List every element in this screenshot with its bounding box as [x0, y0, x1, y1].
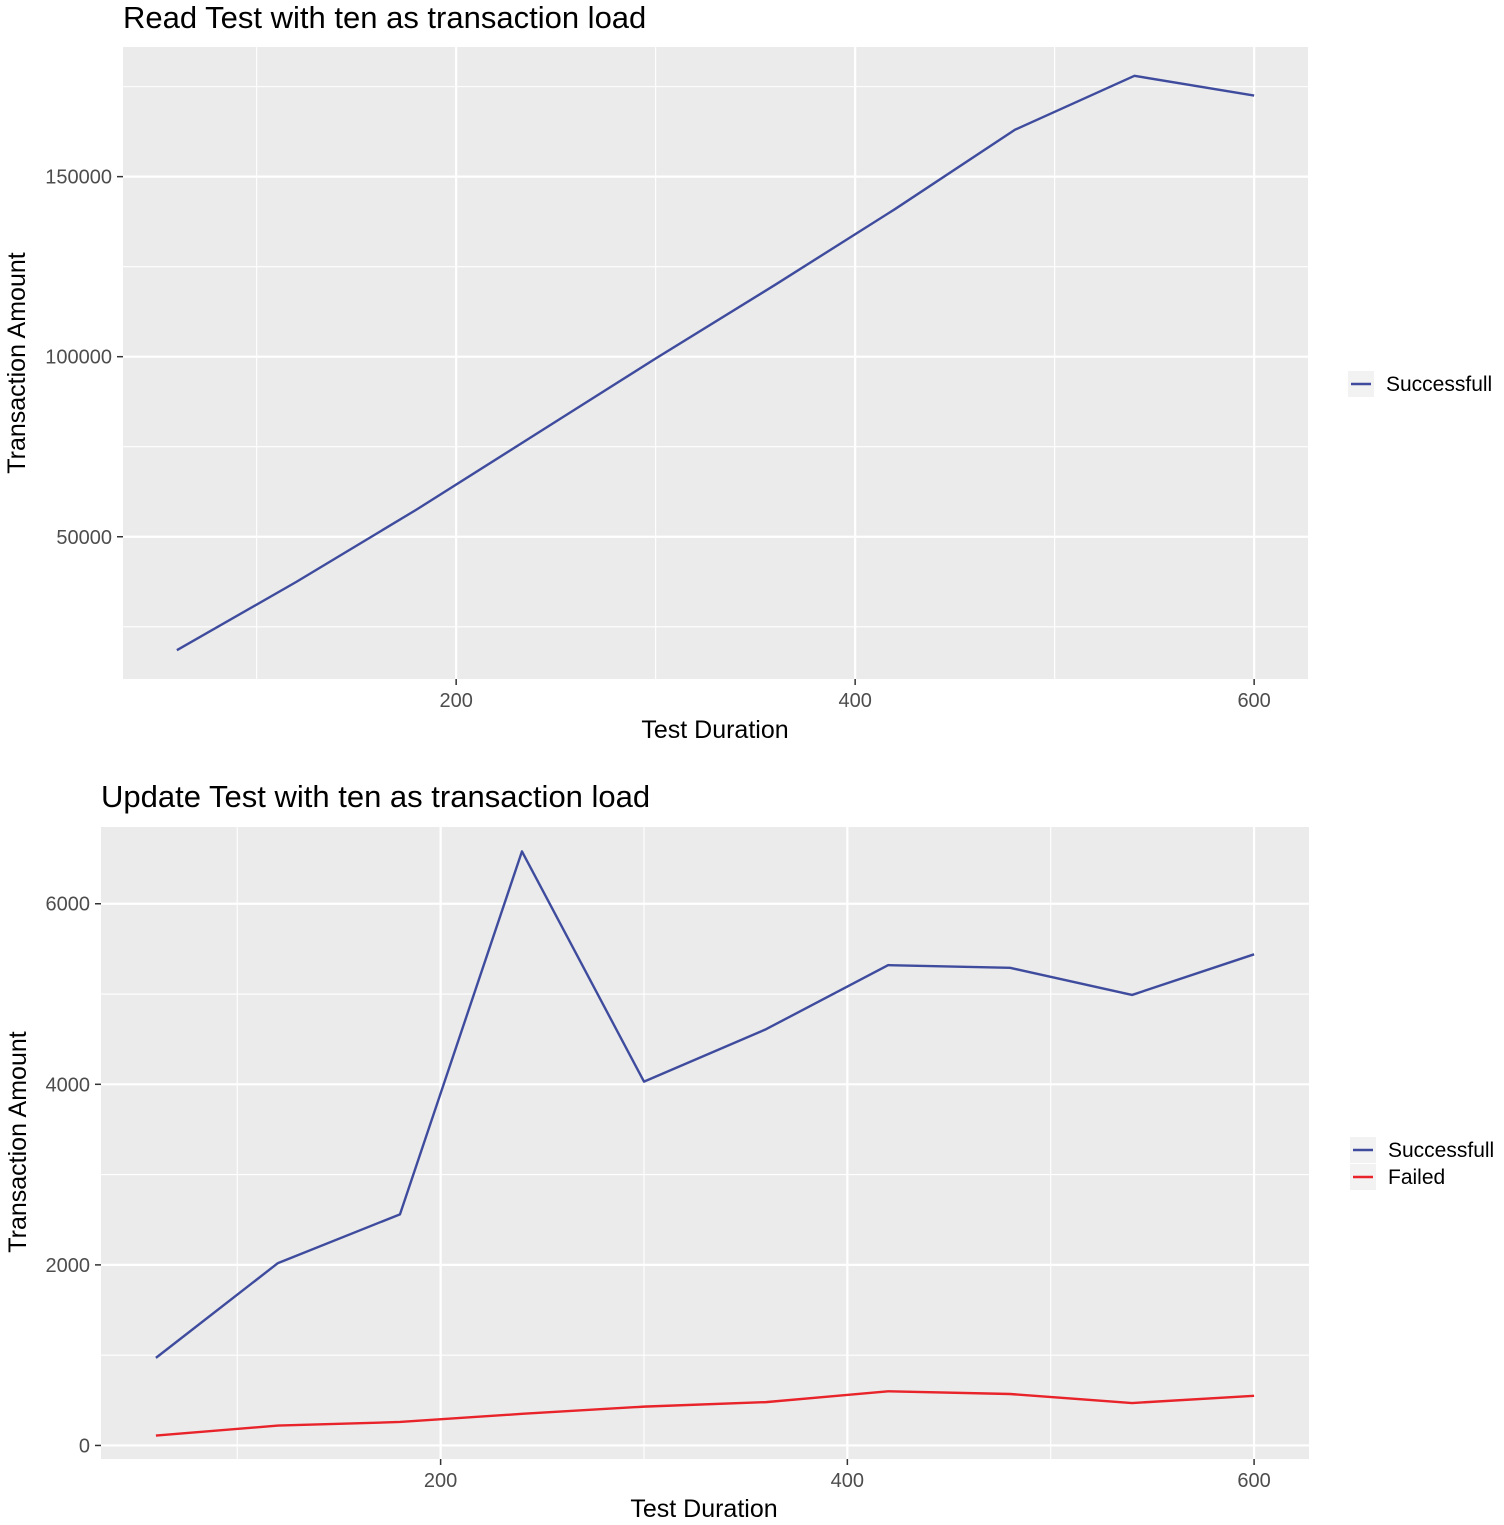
update-test-x-axis-title: Test Duration — [630, 1495, 777, 1523]
update-test-y-axis: 0 2000 4000 6000 — [46, 894, 101, 1457]
y-tick-label: 2000 — [46, 1255, 91, 1277]
y-tick-label: 100000 — [45, 347, 112, 369]
x-tick-label: 200 — [424, 1470, 457, 1492]
y-tick-label: 50000 — [56, 527, 112, 549]
update-test-plot-panel — [101, 827, 1309, 1459]
update-test-y-axis-title: Transaction Amount — [4, 1031, 32, 1252]
read-test-gridlines — [123, 47, 1308, 679]
y-tick-label: 4000 — [46, 1074, 91, 1096]
read-test-plot-panel — [123, 47, 1308, 679]
read-test-chart: Read Test with ten as transaction load 2… — [3, 0, 1492, 744]
x-tick-label: 400 — [838, 690, 871, 712]
series-line-successfull — [176, 74, 1255, 652]
y-tick-label: 0 — [79, 1435, 90, 1457]
read-test-chart-title: Read Test with ten as transaction load — [123, 0, 646, 35]
x-tick-label: 200 — [439, 690, 472, 712]
legend-label-failed: Failed — [1388, 1166, 1445, 1189]
series-line-successfull — [155, 850, 1255, 1359]
read-test-series — [176, 74, 1255, 652]
update-test-legend: Successfull Failed — [1350, 1137, 1494, 1190]
legend-label-successfull: Successfull — [1386, 373, 1492, 396]
x-tick-label: 600 — [1237, 690, 1270, 712]
legend-label-successfull: Successfull — [1388, 1139, 1494, 1162]
x-tick-label: 600 — [1237, 1470, 1270, 1492]
x-tick-label: 400 — [831, 1470, 864, 1492]
read-test-legend: Successfull — [1348, 371, 1492, 397]
update-test-gridlines — [101, 827, 1309, 1459]
read-test-y-axis: 50000 100000 150000 — [45, 167, 123, 549]
y-tick-label: 6000 — [46, 894, 91, 916]
read-test-y-axis-title: Transaction Amount — [3, 252, 31, 473]
update-test-x-axis: 200 400 600 — [424, 1459, 1271, 1492]
read-test-x-axis-title: Test Duration — [641, 716, 788, 744]
read-test-x-axis: 200 400 600 — [439, 679, 1271, 712]
y-tick-label: 150000 — [45, 167, 112, 189]
update-test-chart-title: Update Test with ten as transaction load — [101, 779, 650, 814]
update-test-series — [155, 850, 1255, 1437]
update-test-chart: Update Test with ten as transaction load… — [4, 779, 1494, 1523]
series-line-failed — [155, 1390, 1255, 1437]
